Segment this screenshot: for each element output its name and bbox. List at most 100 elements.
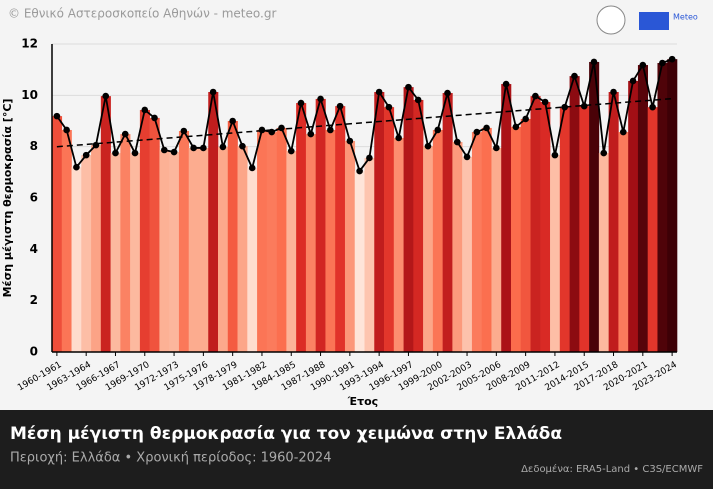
bar (286, 151, 297, 352)
observatory-logo (596, 5, 626, 35)
bar (100, 96, 111, 352)
bar (218, 146, 229, 352)
bar (188, 147, 199, 352)
value-point (170, 148, 178, 156)
y-tick-label: 12 (21, 37, 38, 51)
bar (540, 102, 551, 352)
value-point (346, 137, 354, 145)
value-point (307, 130, 315, 138)
value-point (629, 77, 637, 85)
value-point (590, 58, 598, 66)
value-point (649, 103, 656, 111)
bar (471, 132, 482, 352)
value-point (327, 126, 334, 134)
value-point (63, 126, 70, 134)
value-point (356, 167, 363, 175)
bar (530, 96, 541, 352)
bar (130, 153, 141, 352)
bar (178, 131, 190, 352)
value-point (82, 151, 90, 159)
value-point (336, 102, 344, 110)
bar (569, 76, 580, 352)
bar (384, 107, 395, 352)
y-tick-label: 6 (30, 191, 38, 205)
value-point (287, 147, 295, 155)
value-point (73, 163, 80, 171)
value-point (532, 92, 539, 100)
bar (169, 152, 180, 352)
bar (139, 109, 150, 352)
value-point (151, 114, 158, 122)
value-point (580, 102, 588, 110)
bar (608, 91, 619, 352)
value-point (639, 61, 647, 69)
value-point (180, 127, 188, 135)
value-point (444, 89, 451, 97)
bar (501, 84, 512, 352)
value-point (375, 88, 383, 96)
bar (149, 117, 160, 352)
bar (393, 137, 404, 352)
meteo-logo-icon (639, 12, 669, 30)
bar (315, 98, 326, 352)
value-point (434, 126, 442, 134)
bar (452, 142, 463, 352)
bar (559, 107, 570, 352)
footer-title: Μέση μέγιστη θερμοκρασία για τον χειμώνα… (10, 424, 562, 444)
bar (276, 127, 287, 353)
bar (159, 150, 170, 352)
bar (91, 145, 102, 352)
bar (520, 118, 531, 353)
value-point (502, 80, 510, 88)
value-point (112, 149, 119, 157)
y-tick-label: 8 (30, 139, 38, 153)
value-point (473, 128, 481, 136)
value-point (297, 99, 305, 107)
value-point (248, 164, 256, 172)
value-point (131, 149, 139, 157)
value-point (659, 59, 666, 67)
bar (354, 171, 365, 352)
value-point (102, 92, 110, 100)
value-point (512, 123, 520, 131)
bar (52, 116, 63, 352)
bar (413, 99, 424, 352)
value-point (141, 106, 149, 114)
value-point (610, 88, 617, 96)
value-point (414, 96, 422, 104)
value-point (571, 72, 578, 80)
value-point (121, 130, 129, 138)
meteo-logo: Meteo (673, 13, 698, 22)
bar (364, 157, 375, 352)
value-line (56, 58, 673, 173)
trend-line (56, 97, 673, 148)
bar (647, 107, 658, 352)
value-point (317, 95, 324, 103)
bar (257, 129, 268, 352)
value-point (258, 126, 266, 134)
value-point (92, 141, 100, 149)
value-point (219, 143, 227, 151)
y-tick-label: 2 (30, 293, 38, 307)
value-point (229, 117, 236, 125)
value-point (551, 151, 559, 159)
bar (589, 61, 600, 352)
bar (550, 155, 561, 352)
bar (667, 59, 678, 352)
bar (403, 87, 414, 353)
bar (637, 65, 649, 353)
bar (374, 91, 385, 352)
bar (579, 106, 590, 352)
bar (110, 153, 121, 352)
bar (227, 121, 238, 352)
y-tick-label: 0 (30, 345, 38, 359)
value-point (239, 142, 246, 150)
value-point (668, 55, 676, 63)
value-point (600, 149, 608, 157)
value-point (161, 146, 168, 154)
bar (423, 146, 434, 352)
value-point (53, 112, 61, 120)
bar (335, 106, 346, 352)
value-point (405, 83, 412, 91)
